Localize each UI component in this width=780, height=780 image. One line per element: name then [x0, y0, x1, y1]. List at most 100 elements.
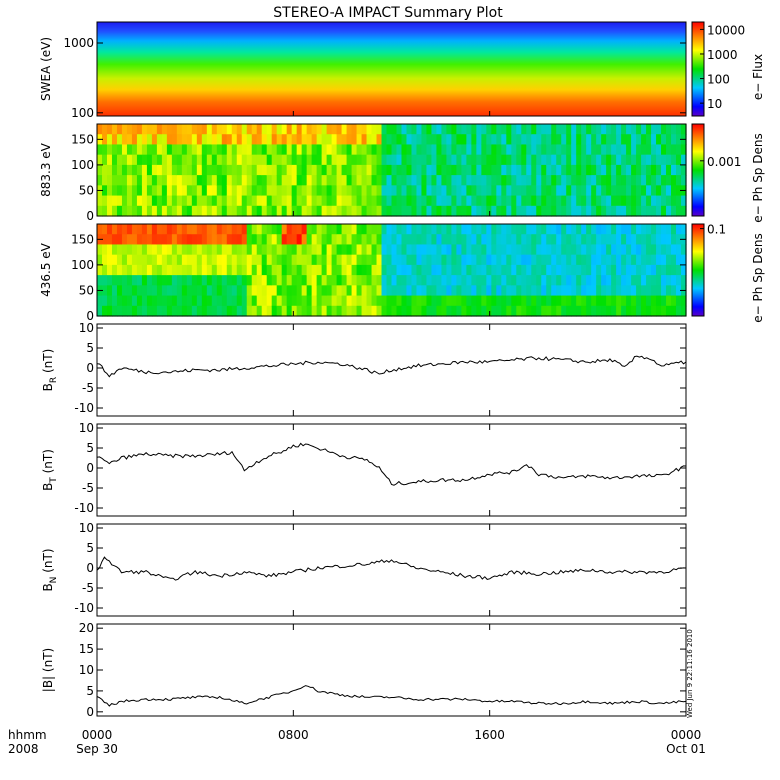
- spectrogram-cell: [611, 185, 617, 197]
- spectrogram-cell: [366, 124, 373, 135]
- spectrogram-cell: [226, 134, 233, 146]
- spectrogram-cell: [556, 224, 562, 235]
- spectrogram-cell: [461, 285, 467, 297]
- spectrogram-cell: [216, 305, 223, 317]
- panel-frame: [96, 323, 687, 417]
- spectrogram-cell: [426, 144, 433, 156]
- spectrogram-cell: [371, 164, 378, 176]
- spectrogram-cell: [401, 205, 408, 217]
- spectrogram-cell: [376, 175, 383, 186]
- spectrogram-cell: [496, 195, 502, 207]
- spectrogram-cell: [186, 154, 193, 166]
- spectrogram-cell: [546, 254, 552, 266]
- spectrogram-cell: [111, 144, 118, 156]
- spectrogram-cell: [116, 234, 123, 246]
- spectrogram-cell: [411, 154, 418, 166]
- spectrogram-cell: [391, 185, 398, 197]
- spectrogram-cell: [236, 285, 243, 297]
- spectrogram-cell: [606, 195, 612, 207]
- y-axis-label: BN (nT): [41, 548, 59, 591]
- spectrogram-cell: [481, 295, 487, 307]
- spectrogram-cell: [666, 305, 672, 317]
- y-tick-label: 150: [71, 232, 94, 246]
- spectrogram-cell: [331, 175, 338, 186]
- spectrogram-cell: [126, 124, 133, 135]
- spectrogram-cell: [251, 254, 258, 266]
- spectrogram-cell: [321, 205, 328, 217]
- spectrogram-cell: [621, 244, 627, 256]
- spectrogram-cell: [651, 295, 657, 307]
- spectrogram-cell: [496, 234, 502, 246]
- spectrogram-cell: [646, 185, 652, 197]
- spectrogram-cell: [411, 175, 418, 186]
- spectrogram-cell: [611, 254, 617, 266]
- spectrogram-cell: [581, 124, 587, 135]
- spectrogram-cell: [486, 134, 492, 146]
- panel-frame: [96, 423, 687, 517]
- spectrogram-cell: [656, 275, 662, 286]
- spectrogram-cell: [146, 185, 153, 197]
- spectrogram-cell: [226, 164, 233, 176]
- spectrogram-cell: [626, 154, 632, 166]
- spectrogram-cell: [101, 164, 108, 176]
- spectrogram-cell: [601, 234, 607, 246]
- spectrogram-cell: [536, 175, 542, 186]
- spectrogram-cell: [671, 144, 677, 156]
- spectrogram-cell: [136, 205, 143, 217]
- spectrogram-cell: [616, 144, 622, 156]
- spectrogram-cell: [411, 305, 418, 317]
- spectrogram-cell: [581, 305, 587, 317]
- spectrogram-cell: [176, 264, 183, 276]
- spectrogram-cell: [181, 164, 188, 176]
- spectrogram-cell: [281, 264, 288, 276]
- spectrogram-cell: [106, 295, 113, 307]
- spectrogram-cell: [561, 285, 567, 297]
- spectrogram-cell: [226, 224, 233, 235]
- spectrogram-cell: [331, 295, 338, 307]
- spectrogram-cell: [631, 185, 637, 197]
- spectrogram-cell: [236, 305, 243, 317]
- spectrogram-cell: [236, 224, 243, 235]
- spectrogram-cell: [401, 124, 408, 135]
- spectrogram-cell: [166, 175, 173, 186]
- spectrogram-cell: [601, 264, 607, 276]
- spectrogram-cell: [526, 185, 532, 197]
- spectrogram-cell: [676, 254, 682, 266]
- spectrogram-cell: [106, 205, 113, 217]
- spectrogram-cell: [566, 124, 572, 135]
- spectrogram-cell: [161, 234, 168, 246]
- spectrogram-cell: [201, 185, 208, 197]
- spectrogram-cell: [406, 234, 413, 246]
- spectrogram-cell: [151, 264, 158, 276]
- spectrogram-cell: [411, 205, 418, 217]
- spectrogram-cell: [161, 224, 168, 235]
- spectrogram-cell: [206, 224, 213, 235]
- spectrogram-cell: [281, 144, 288, 156]
- spectrogram-cell: [416, 285, 423, 297]
- spectrogram-cell: [181, 124, 188, 135]
- panel-frame: [96, 123, 687, 217]
- spectrogram-cell: [586, 124, 592, 135]
- spectrogram-cell: [236, 244, 243, 256]
- spectrogram-cell: [176, 224, 183, 235]
- spectrogram-cell: [296, 295, 303, 307]
- spectrogram-cell: [256, 205, 263, 217]
- spectrogram-cell: [636, 275, 642, 286]
- spectrogram-cell: [176, 305, 183, 317]
- spectrogram-cell: [511, 254, 517, 266]
- spectrogram-cell: [201, 144, 208, 156]
- spectrogram-cell: [291, 195, 298, 207]
- spectrogram-cell: [601, 154, 607, 166]
- spectrogram-cell: [431, 175, 438, 186]
- spectrogram-cell: [466, 195, 472, 207]
- spectrogram-cell: [101, 264, 108, 276]
- spectrogram-cell: [641, 195, 647, 207]
- spectrogram-cell: [256, 164, 263, 176]
- spectrogram-cell: [331, 164, 338, 176]
- spectrogram-cell: [241, 134, 248, 146]
- spectrogram-cell: [336, 275, 343, 286]
- spectrogram-cell: [236, 164, 243, 176]
- spectrogram-cell: [116, 305, 123, 317]
- spectrogram-cell: [181, 244, 188, 256]
- spectrogram-cell: [451, 134, 457, 146]
